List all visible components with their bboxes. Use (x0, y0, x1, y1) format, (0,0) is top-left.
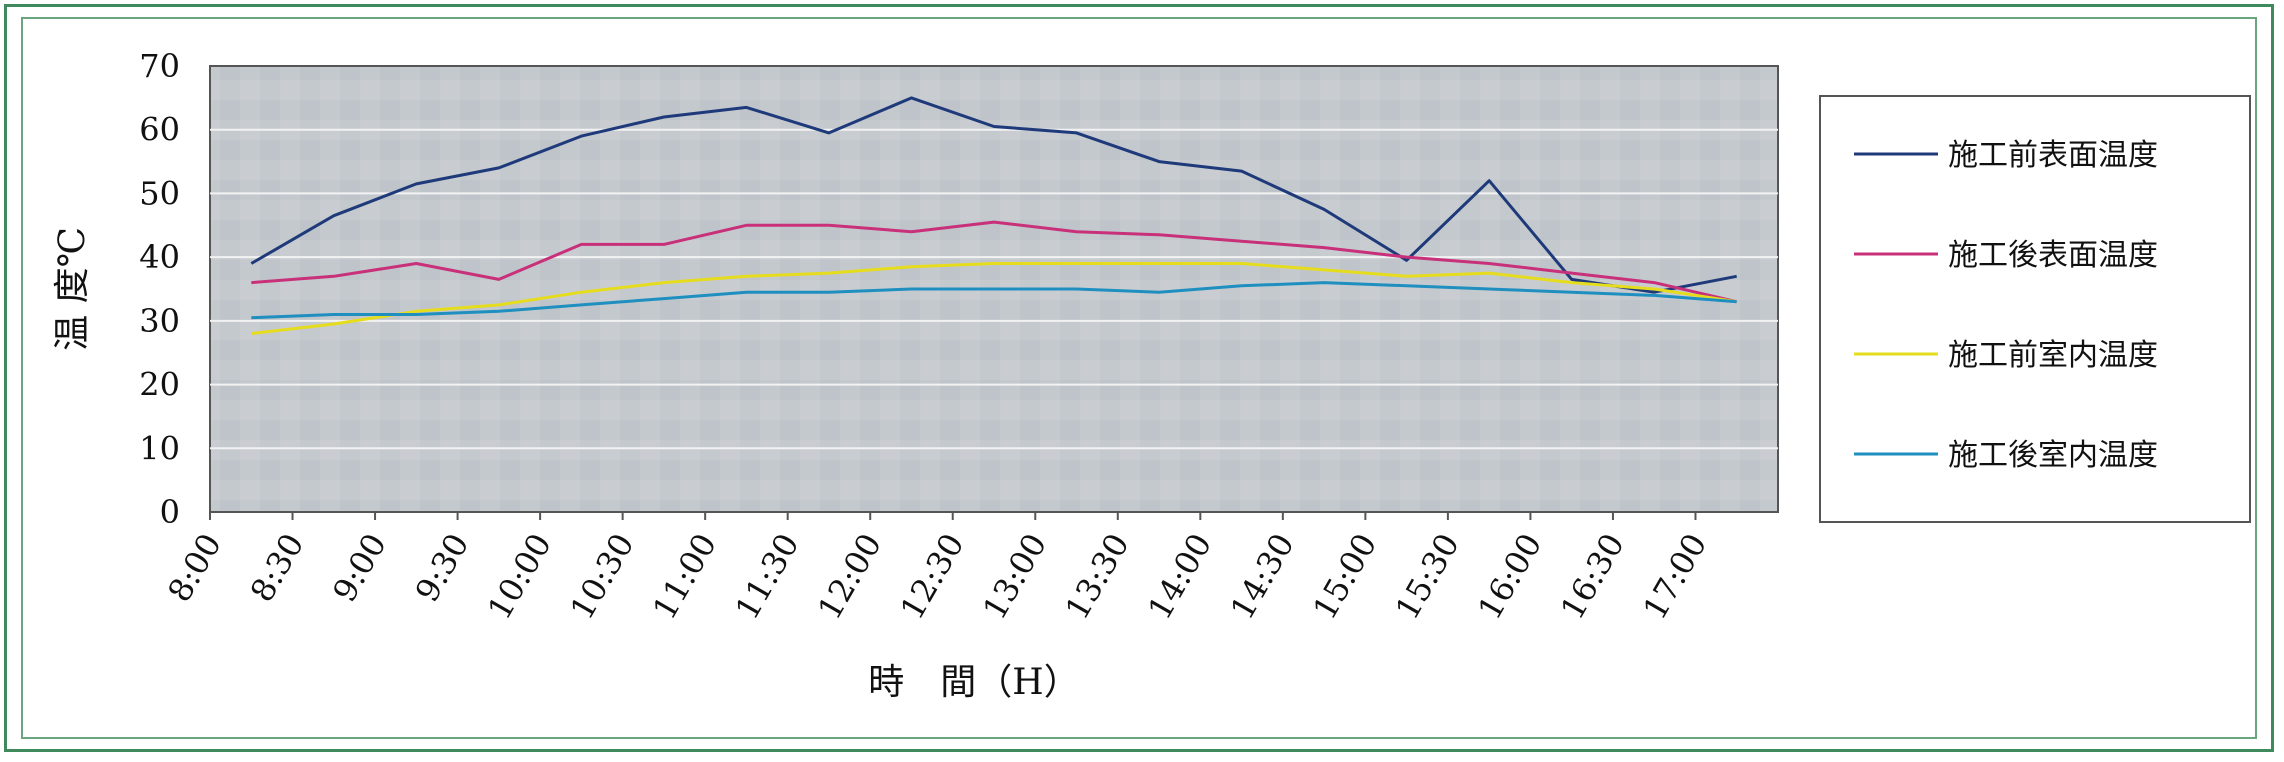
x-tick-label: 8:00 (160, 527, 229, 608)
legend-label: 施工後表面温度 (1948, 238, 2158, 273)
legend-label: 施工前表面温度 (1948, 138, 2158, 173)
x-tick-label: 14:30 (1223, 527, 1302, 626)
series-line-2 (251, 220, 1738, 304)
x-tick-label: 16:00 (1470, 527, 1549, 626)
x-tick-label: 10:00 (480, 527, 559, 626)
x-tick-label: 11:30 (728, 527, 807, 626)
legend-box (1819, 95, 2251, 523)
series-lines (250, 96, 1738, 336)
x-tick-label: 11:00 (645, 527, 724, 626)
x-axis-ticks: 8:00 8:30 9:00 9:30 10:00 10:30 11:00 11:30 12:0… (160, 512, 1714, 626)
x-tick-label: 14:00 (1140, 527, 1219, 626)
series-line-4 (251, 281, 1737, 320)
x-tick-label: 9:00 (325, 527, 394, 608)
y-tick-label: 70 (139, 47, 180, 85)
x-tick-label: 9:30 (408, 527, 477, 608)
series-line-3 (251, 262, 1737, 336)
series-line-1 (250, 96, 1737, 294)
y-tick-label: 50 (139, 174, 180, 212)
x-tick-label: 15:30 (1388, 527, 1467, 626)
y-axis-ticks: 0 10 20 30 40 50 60 70 (139, 47, 180, 531)
x-tick-label: 16:30 (1553, 527, 1632, 626)
x-axis-title: 時 間（H） (868, 662, 1079, 703)
chart-inner-border (21, 17, 2257, 739)
x-tick-label: 13:00 (975, 527, 1054, 626)
gridlines (210, 128, 1778, 450)
legend-label: 施工前室内温度 (1948, 338, 2158, 373)
y-axis-title: 温 度℃ (52, 227, 93, 351)
y-tick-label: 60 (139, 111, 180, 149)
y-tick-label: 40 (139, 238, 180, 276)
y-tick-label: 30 (139, 302, 180, 340)
y-tick-label: 20 (139, 366, 180, 404)
y-tick-label: 0 (160, 493, 180, 531)
legend-label: 施工後室内温度 (1948, 438, 2158, 473)
x-tick-label: 10:30 (563, 527, 642, 626)
x-tick-label: 12:30 (893, 527, 972, 626)
y-tick-label: 10 (139, 429, 180, 467)
x-tick-label: 8:30 (243, 527, 312, 608)
x-tick-label: 13:30 (1058, 527, 1137, 626)
x-tick-label: 12:00 (810, 527, 889, 626)
x-tick-label: 15:00 (1305, 527, 1384, 626)
x-tick-label: 17:00 (1635, 527, 1714, 626)
